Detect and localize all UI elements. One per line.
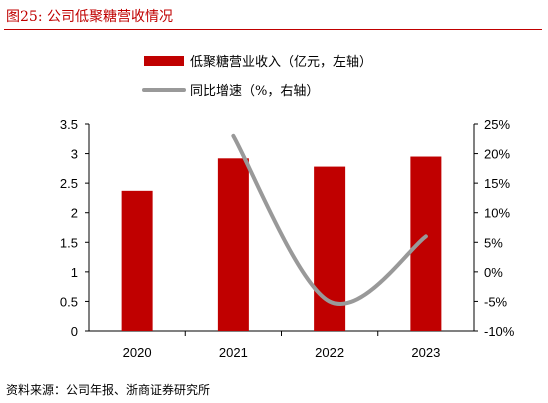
left-tick-label: 2.5 <box>60 176 78 191</box>
tick-labels: 0 0.5 1 1.5 2 2.5 3 3.5 -10% -5% 0% 5% 10% 15% 20% 25% 2… <box>60 117 515 360</box>
growth-line <box>231 133 428 306</box>
left-tick-label: 0.5 <box>60 294 78 309</box>
left-tick-label: 0 <box>71 324 78 339</box>
bar-2020 <box>121 190 153 331</box>
bar-2021 <box>217 158 249 331</box>
figure-title: 图25: 公司低聚糖营收情况 <box>6 9 173 25</box>
right-tick-label: 0% <box>484 265 503 280</box>
x-tick-label: 2022 <box>315 345 344 360</box>
right-tick-label: 20% <box>484 147 510 162</box>
bars <box>121 156 442 331</box>
legend-swatch-bar <box>144 56 184 66</box>
x-tick-label: 2021 <box>219 345 248 360</box>
legend: 低聚糖营业收入（亿元，左轴） 同比增速（%，右轴） <box>142 54 372 99</box>
legend-label-line: 同比增速（%，右轴） <box>190 84 319 99</box>
bar-2022 <box>314 166 346 331</box>
left-tick-label: 1 <box>71 265 78 280</box>
axes <box>85 123 478 336</box>
source-note: 资料来源：公司年报、浙商证券研究所 <box>6 383 211 397</box>
x-tick-label: 2023 <box>411 345 440 360</box>
title-rule <box>4 29 542 30</box>
legend-label-bar: 低聚糖营业收入（亿元，左轴） <box>190 54 372 70</box>
left-tick-label: 1.5 <box>60 235 78 250</box>
left-tick-label: 2 <box>71 206 78 221</box>
right-tick-label: -10% <box>484 324 515 339</box>
left-tick-label: 3.5 <box>60 117 78 132</box>
right-tick-label: 25% <box>484 117 510 132</box>
right-tick-label: 5% <box>484 235 503 250</box>
line-series <box>231 133 428 306</box>
x-tick-label: 2020 <box>123 345 152 360</box>
right-tick-label: 15% <box>484 176 510 191</box>
left-tick-label: 3 <box>71 147 78 162</box>
right-tick-label: -5% <box>484 294 508 309</box>
right-tick-label: 10% <box>484 206 510 221</box>
